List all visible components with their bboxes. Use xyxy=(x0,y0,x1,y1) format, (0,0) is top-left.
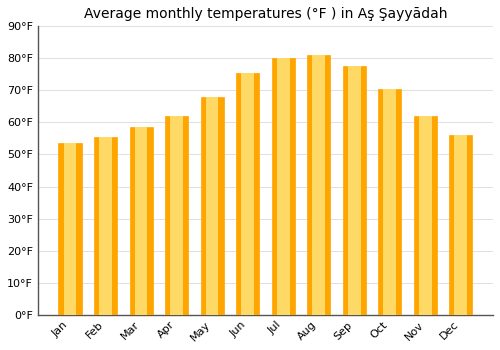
Bar xyxy=(419,116,432,315)
Bar xyxy=(272,58,294,315)
Bar xyxy=(454,135,467,315)
Bar xyxy=(236,73,259,315)
Bar xyxy=(277,58,289,315)
Bar xyxy=(94,137,117,315)
Bar xyxy=(450,135,472,315)
Bar xyxy=(378,89,402,315)
Bar xyxy=(312,55,325,315)
Bar xyxy=(58,143,82,315)
Bar xyxy=(342,66,366,315)
Bar xyxy=(165,116,188,315)
Bar xyxy=(307,55,330,315)
Bar xyxy=(200,97,224,315)
Title: Average monthly temperatures (°F ) in Aş Şayyādah: Average monthly temperatures (°F ) in Aş… xyxy=(84,7,447,21)
Bar xyxy=(348,66,360,315)
Bar xyxy=(130,127,152,315)
Bar xyxy=(414,116,437,315)
Bar xyxy=(134,127,147,315)
Bar xyxy=(384,89,396,315)
Bar xyxy=(206,97,218,315)
Bar xyxy=(242,73,254,315)
Bar xyxy=(64,143,76,315)
Bar xyxy=(170,116,183,315)
Bar xyxy=(99,137,112,315)
